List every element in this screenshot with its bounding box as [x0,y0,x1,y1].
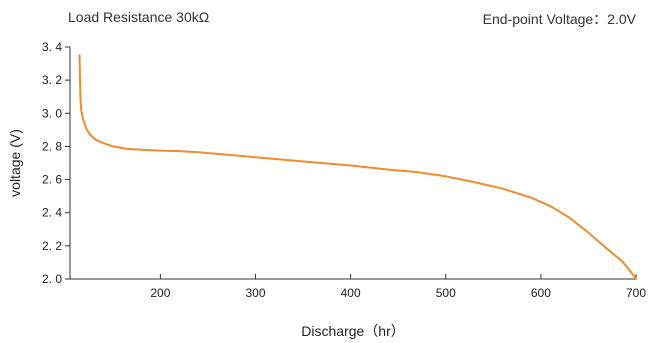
x-tick-label: 300 [245,286,265,300]
chart-subtitle-end-point-voltage: End-point Voltage：2.0V [482,11,636,27]
y-tick-label: 2. 2 [42,239,62,253]
y-axis-title: voltage (V) [7,129,23,197]
y-tick-label: 3. 0 [42,106,62,120]
x-tick-label: 400 [341,286,361,300]
y-tick-label: 2. 6 [42,173,62,187]
y-tick-label: 3. 2 [42,73,62,87]
x-tick-label: 200 [150,286,170,300]
chart-series [78,54,637,280]
x-axis-ticks: 200 300 400 500 600 700 [150,274,646,300]
x-tick-label: 500 [436,286,456,300]
chart-subtitle-load-resistance: Load Resistance 30kΩ [68,9,210,25]
y-tick-label: 2. 4 [42,206,62,220]
x-axis-title: Discharge（hr） [301,323,404,339]
y-axis-ticks: 2. 0 2. 2 2. 4 2. 6 2. 8 3. 0 3. 2 3. 4 [42,40,70,286]
x-tick-label: 700 [626,286,646,300]
chart-axes [69,47,636,280]
y-tick-label: 2. 0 [42,272,62,286]
x-tick-label: 600 [531,286,551,300]
y-tick-label: 3. 4 [42,40,62,54]
y-tick-label: 2. 8 [42,139,62,153]
discharge-curve-line [78,54,637,280]
